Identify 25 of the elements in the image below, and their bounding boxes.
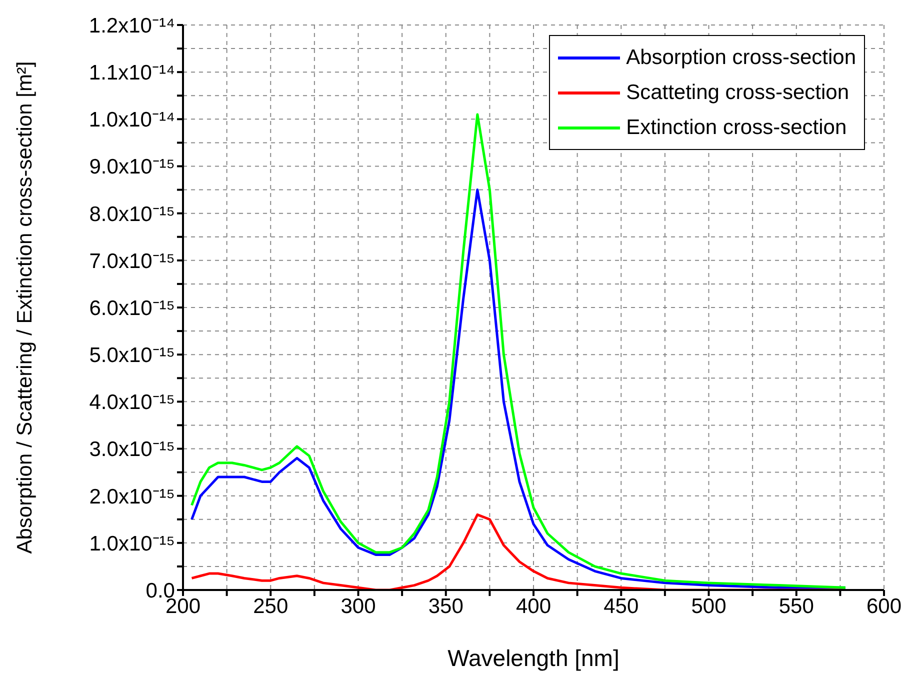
y-tick-label: 9.0x10⁻¹⁵ [89,156,175,179]
y-tick-label: 1.0x10⁻¹⁵ [89,532,175,556]
y-tick-label: 1.2x10⁻¹⁴ [88,14,175,38]
y-tick-label: 6.0x10⁻¹⁵ [89,296,175,320]
legend-label: Absorption cross-section [626,45,856,71]
x-tick-label: 250 [253,594,288,618]
x-tick-label: 400 [516,594,552,618]
legend-label: Extinction cross-section [626,115,847,141]
x-tick-label: 350 [428,594,464,618]
y-tick-label: 8.0x10⁻¹⁵ [89,202,175,226]
y-tick-label: 2.0x10⁻¹⁵ [89,485,175,508]
x-tick-label: 300 [340,594,376,618]
y-tick-label: 7.0x10⁻¹⁵ [89,250,175,273]
y-axis-title: Absorption / Scattering / Extinction cross-section [m²] [13,61,36,554]
y-tick-label: 1.0x10⁻¹⁴ [88,108,175,132]
x-tick-label: 500 [691,594,726,618]
x-axis-title: Wavelength [nm] [448,645,620,671]
x-tick-label: 550 [778,594,814,618]
y-tick-label: 3.0x10⁻¹⁵ [89,438,175,462]
legend-label: Scatteting cross-section [626,80,849,106]
x-tick-label: 600 [866,594,902,618]
x-tick-label: 450 [604,594,639,618]
y-tick-label: 4.0x10⁻¹⁵ [89,391,175,414]
y-tick-label: 1.1x10⁻¹⁴ [88,62,175,85]
y-tick-label: 5.0x10⁻¹⁵ [89,344,175,368]
